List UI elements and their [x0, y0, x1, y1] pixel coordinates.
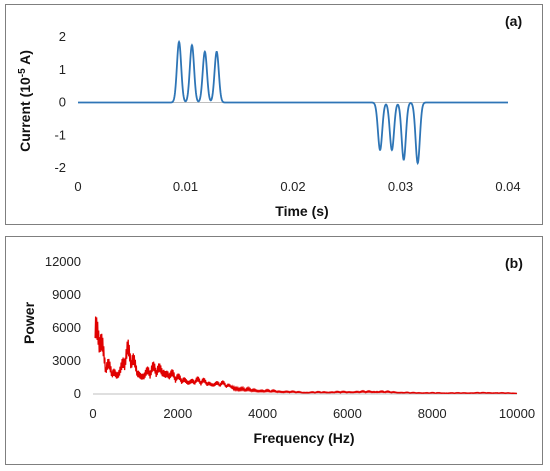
x-tick-label: 0 — [74, 179, 81, 194]
x-tick-label: 0 — [89, 406, 96, 421]
y-tick-label: 9000 — [52, 287, 81, 302]
power-vs-frequency-chart: (b) 12000 9000 6000 3000 00 2000 4000 6000 8000 1… — [21, 254, 535, 446]
x-axis-title: Time (s) — [275, 203, 328, 219]
y-tick-label: 1 — [59, 62, 66, 77]
y-tick-label: 6000 — [52, 320, 81, 335]
chart-panel-b: (b) 12000 9000 6000 3000 0 0 2000 4000 6000 8000 1… — [5, 236, 543, 465]
y-tick-label: 12000 — [45, 254, 81, 269]
x-tick-label: 4000 — [248, 406, 277, 421]
chart-panel-a: (a) 2 1 0 -1 -2 0 0.01 0.02 0.03 0.04 Time (s) Cu… — [5, 4, 543, 225]
x-tick-label: 0.02 — [280, 179, 305, 194]
current-series-line — [78, 39, 508, 166]
y-axis-title: Power — [21, 301, 37, 344]
y-tick-label: -2 — [54, 160, 66, 175]
x-tick-label: 8000 — [418, 406, 447, 421]
power-spectrum-line — [94, 316, 518, 395]
y-tick-label: -1 — [54, 127, 66, 142]
current-vs-time-chart: (a) 2 1 0 -1 -2 0 0.01 0.02 0.03 0.04 Time (s) Cu… — [17, 13, 523, 219]
y-tick-label: 2 — [59, 29, 66, 44]
panel-label-a: (a) — [505, 13, 522, 29]
x-tick-label: 6000 — [333, 406, 362, 421]
y-tick-label: 0 — [59, 95, 66, 110]
x-tick-label: 2000 — [163, 406, 192, 421]
panel-label-b: (b) — [505, 255, 523, 271]
y-tick-label: 3000 — [52, 353, 81, 368]
x-tick-label: 0.01 — [173, 179, 198, 194]
x-tick-label: 0.04 — [495, 179, 520, 194]
x-axis-title: Frequency (Hz) — [253, 430, 354, 446]
x-tick-label: 10000 — [499, 406, 535, 421]
x-tick-label: 0.03 — [388, 179, 413, 194]
y-tick-label: 0 — [74, 386, 81, 401]
y-axis-title: Current (10-5 A) — [17, 50, 34, 152]
